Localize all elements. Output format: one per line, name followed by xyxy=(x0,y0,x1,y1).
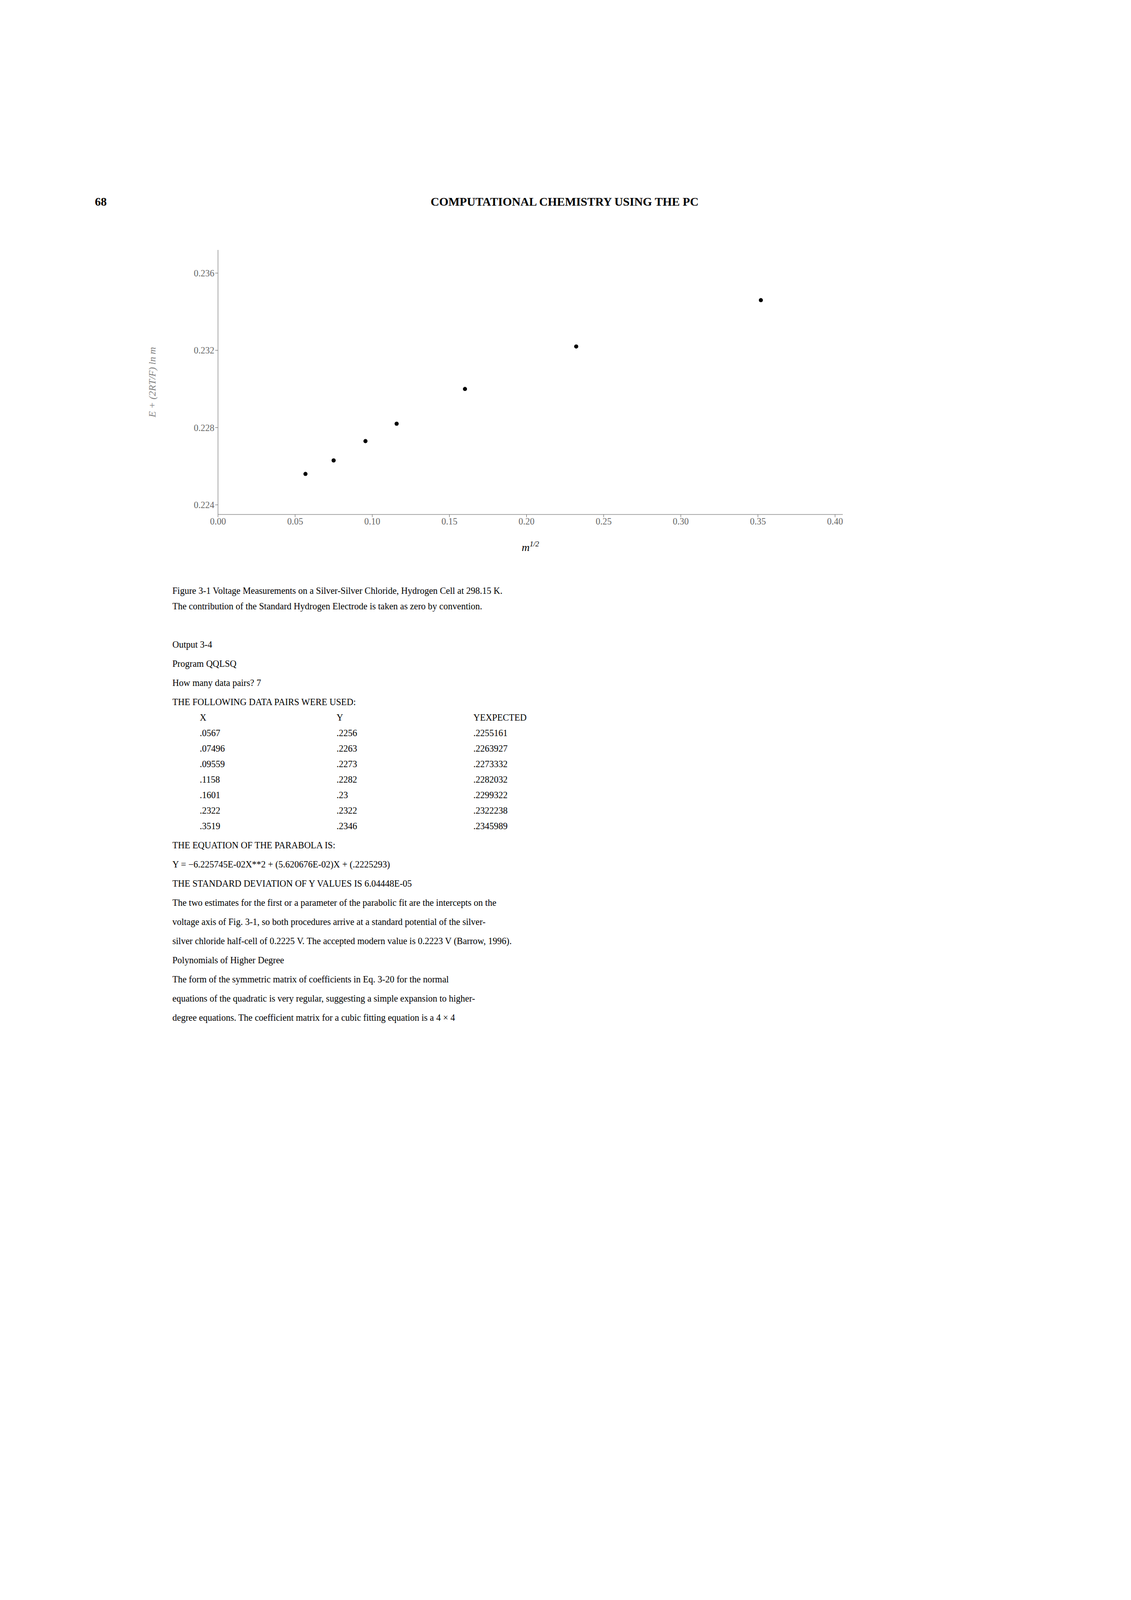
html-text:degree equations. The coeffici: degree equations. The coefficient matrix… xyxy=(172,1012,456,1023)
svg-text:0.25: 0.25 xyxy=(595,516,612,527)
html-text:.2282032: .2282032 xyxy=(473,774,508,785)
html-text:Y = −6.225745E-02X**2 + (5.620: Y = −6.225745E-02X**2 + (5.620676E-02)X … xyxy=(172,859,390,870)
html-text:Y: Y xyxy=(336,712,344,723)
html-text:THE FOLLOWING DATA PAIRS WERE: THE FOLLOWING DATA PAIRS WERE USED: xyxy=(172,696,356,707)
svg-text:0.232: 0.232 xyxy=(193,345,215,356)
html-text:silver chloride half-cell of 0: silver chloride half-cell of 0.2225 V. T… xyxy=(172,935,512,946)
svg-text:0.15: 0.15 xyxy=(441,516,458,527)
html-text:.07496: .07496 xyxy=(199,743,225,754)
html-text:.2273: .2273 xyxy=(336,758,358,769)
html-text:.23: .23 xyxy=(336,789,348,800)
html-text:.1601: .1601 xyxy=(199,789,221,800)
html-text:.1158: .1158 xyxy=(199,774,220,785)
html-text:.2256: .2256 xyxy=(336,727,358,738)
html-text:The two estimates for the firs: The two estimates for the first or a par… xyxy=(172,897,497,908)
html-text:Output 3-4: Output 3-4 xyxy=(172,639,213,650)
svg-text:E + (2RT/F) ln m: E + (2RT/F) ln m xyxy=(146,347,158,418)
html-text:Figure 3-1 Voltage Measurement: Figure 3-1 Voltage Measurements on a Sil… xyxy=(172,585,503,596)
svg-text:m1/2: m1/2 xyxy=(521,539,540,554)
html-text:.2263: .2263 xyxy=(336,743,358,754)
html-text:.2322: .2322 xyxy=(336,805,358,816)
html-text:.09559: .09559 xyxy=(199,758,225,769)
html-text:.2345989: .2345989 xyxy=(473,820,508,831)
svg-text:0.228: 0.228 xyxy=(193,422,215,433)
html-text:.2263927: .2263927 xyxy=(473,743,508,754)
html-text:THE STANDARD DEVIATION OF Y VA: THE STANDARD DEVIATION OF Y VALUES IS 6.… xyxy=(172,878,412,889)
svg-text:0.40: 0.40 xyxy=(827,516,844,527)
html-text:.3519: .3519 xyxy=(199,820,221,831)
svg-text:0.30: 0.30 xyxy=(672,516,689,527)
svg-text:0.20: 0.20 xyxy=(518,516,535,527)
svg-text:0.10: 0.10 xyxy=(364,516,381,527)
html-text:Polynomials of Higher Degree: Polynomials of Higher Degree xyxy=(172,954,285,965)
html-text:.2322238: .2322238 xyxy=(473,805,508,816)
html-text:X: X xyxy=(199,712,207,723)
html-text:voltage axis of Fig. 3-1, so b: voltage axis of Fig. 3-1, so both proced… xyxy=(172,916,486,927)
svg-text:0.05: 0.05 xyxy=(287,516,304,527)
svg-text:0.00: 0.00 xyxy=(210,516,227,527)
html-text:How many data pairs? 7: How many data pairs? 7 xyxy=(172,677,262,688)
svg-text:0.224: 0.224 xyxy=(193,499,215,510)
svg-text:0.35: 0.35 xyxy=(749,516,766,527)
html-text:The form of the symmetric matr: The form of the symmetric matrix of coef… xyxy=(172,974,449,985)
html-text:The contribution of the Standa: The contribution of the Standard Hydroge… xyxy=(172,601,483,612)
html-text:equations of the quadratic is: equations of the quadratic is very regul… xyxy=(172,993,476,1004)
html-text:.0567: .0567 xyxy=(199,727,221,738)
html-text:.2322: .2322 xyxy=(199,805,221,816)
html-text:THE EQUATION OF THE PARABOLA I: THE EQUATION OF THE PARABOLA IS: xyxy=(172,840,336,851)
svg-text:0.236: 0.236 xyxy=(193,268,215,279)
html-text:COMPUTATIONAL CHEMISTRY USING: COMPUTATIONAL CHEMISTRY USING THE PC xyxy=(430,195,699,209)
html-text:.2273332: .2273332 xyxy=(473,758,508,769)
html-text:Program QQLSQ: Program QQLSQ xyxy=(172,658,237,669)
html-text:.2255161: .2255161 xyxy=(473,727,508,738)
html-text:YEXPECTED: YEXPECTED xyxy=(473,712,527,723)
html-text:.2299322: .2299322 xyxy=(473,789,508,800)
html-text:.2282: .2282 xyxy=(336,774,358,785)
html-text:68: 68 xyxy=(94,195,107,209)
html-text:.2346: .2346 xyxy=(336,820,358,831)
